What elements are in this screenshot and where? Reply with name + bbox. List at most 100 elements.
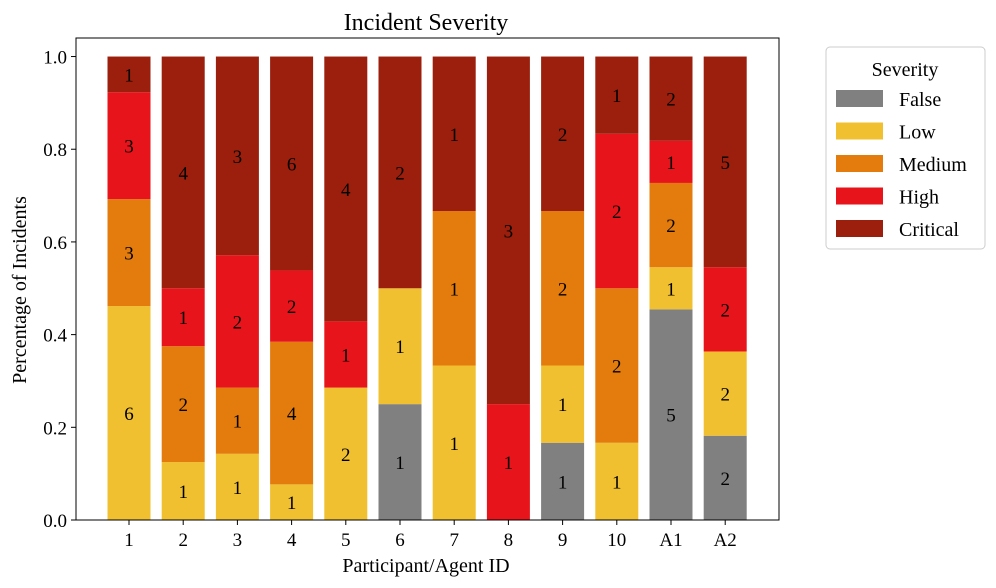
segment-count-label: 1 [449,434,459,455]
segment-count-label: 1 [666,279,676,300]
x-tick-label: 8 [504,530,514,551]
bar-segment-critical-10 [595,56,639,134]
x-axis-label: Participant/Agent ID [342,555,509,577]
axes-group: 0.0 0.2 0.4 0.6 0.8 1.0 1 2 3 4 5 6 7 8 9 10 A1 A2 [43,37,780,551]
segment-count-label: 6 [287,154,297,175]
segment-count-label: 1 [504,453,514,474]
segment-count-label: 6 [124,404,134,425]
bar-segment-high-A2 [703,267,747,352]
segment-count-label: 1 [233,478,243,499]
segment-count-label: 1 [558,395,568,416]
segment-count-label: 2 [612,202,622,223]
bar-segment-medium-3 [215,387,259,454]
bar-segment-low-2 [161,462,205,520]
bar-segment-high-8 [486,404,530,520]
segment-count-label: 5 [666,406,676,427]
bar-segment-low-6 [378,288,422,405]
x-tick-label: A1 [659,530,682,551]
y-tick-label: 0.0 [43,511,67,532]
segment-count-label: 1 [395,453,405,474]
bar-segment-medium-A1 [649,182,693,268]
legend-label-critical: Critical [899,219,959,241]
bar-segment-medium-7 [432,211,476,366]
bar-segment-critical-4 [270,56,314,271]
segment-count-label: 3 [124,137,134,158]
segment-count-label: 2 [287,297,297,318]
bar-segment-medium-1 [107,199,151,307]
segment-count-label: 1 [341,345,351,366]
bar-segment-false-6 [378,404,422,520]
bar-segment-critical-3 [215,56,259,256]
bar-segment-critical-9 [541,56,585,212]
bar-segment-high-1 [107,92,151,200]
legend-label-medium: Medium [899,154,967,176]
bar-segment-low-A2 [703,351,747,436]
bar-segment-low-5 [324,387,368,520]
segment-count-label: 2 [558,279,568,300]
bar-segment-critical-2 [161,56,205,289]
y-tick-label: 0.4 [43,326,67,347]
bar-segment-low-10 [595,442,639,520]
bar-segment-low-1 [107,306,151,520]
bar-segment-false-A1 [649,309,693,520]
bar-segment-high-5 [324,321,368,388]
segment-count-label: 2 [612,357,622,378]
segment-count-label: 1 [612,86,622,107]
x-tick-label: 6 [395,530,405,551]
y-tick-label: 0.8 [43,140,67,161]
x-tick-label: 3 [233,530,243,551]
bar-segment-high-4 [270,270,314,342]
segment-count-label: 1 [612,472,622,493]
bar-segment-critical-6 [378,56,422,289]
legend-label-low: Low [899,122,936,144]
segment-count-label: 1 [395,337,405,358]
segment-count-label: 1 [178,308,188,329]
legend-title: Severity [872,59,939,81]
legend-swatch-false [836,90,883,107]
segment-count-label: 4 [287,404,297,425]
x-tick-label: 4 [287,530,297,551]
bar-segment-low-7 [432,365,476,520]
y-tick-label: 0.2 [43,418,67,439]
bar-segment-low-A1 [649,267,693,310]
segment-count-label: 2 [666,90,676,111]
chart-title: Incident Severity [344,10,509,36]
bar-segment-high-A1 [649,140,693,183]
bar-segment-false-9 [541,442,585,520]
segment-count-label: 4 [341,180,351,201]
bar-segment-high-2 [161,288,205,347]
segment-count-label: 2 [341,445,351,466]
bar-segment-medium-2 [161,346,205,463]
bar-segment-high-10 [595,133,639,289]
bar-segment-critical-A1 [649,56,693,141]
legend-swatch-low [836,122,883,140]
bar-segment-medium-10 [595,288,639,443]
y-tick-label: 0.6 [43,233,67,254]
legend-label-high: High [899,187,939,209]
x-tick-label: 2 [178,530,188,551]
bar-segment-critical-1 [107,56,151,93]
segment-count-label: 3 [504,221,514,242]
x-tick-label: A2 [714,530,737,551]
legend-swatch-high [836,187,883,205]
bar-segment-high-3 [215,255,259,388]
segment-count-label: 1 [287,493,297,514]
segment-count-label: 1 [449,279,459,300]
legend: Severity False Low Medium High Critical [825,46,986,250]
segment-count-label: 2 [395,163,405,184]
plot-frame [75,37,780,521]
segment-count-label: 1 [178,482,188,503]
bar-segment-low-4 [270,484,314,520]
y-tick-label: 1.0 [43,48,67,69]
bar-segment-critical-A2 [703,56,747,268]
bar-segment-medium-9 [541,211,585,366]
legend-swatch-medium [836,155,883,172]
segment-count-label: 2 [666,216,676,237]
x-tick-label: 5 [341,530,351,551]
segment-count-label: 1 [666,153,676,174]
segment-count-label: 2 [720,300,730,321]
bars-group: 6 3 3 1 1 2 1 4 1 1 2 3 1 4 2 6 2 1 4 1 1 2 1 1 1 1 3 1 1 2 2 1 2 2 1 5 1 2 1 2… [107,56,747,520]
bar-segment-critical-8 [486,56,530,405]
segment-count-label: 3 [124,244,134,265]
